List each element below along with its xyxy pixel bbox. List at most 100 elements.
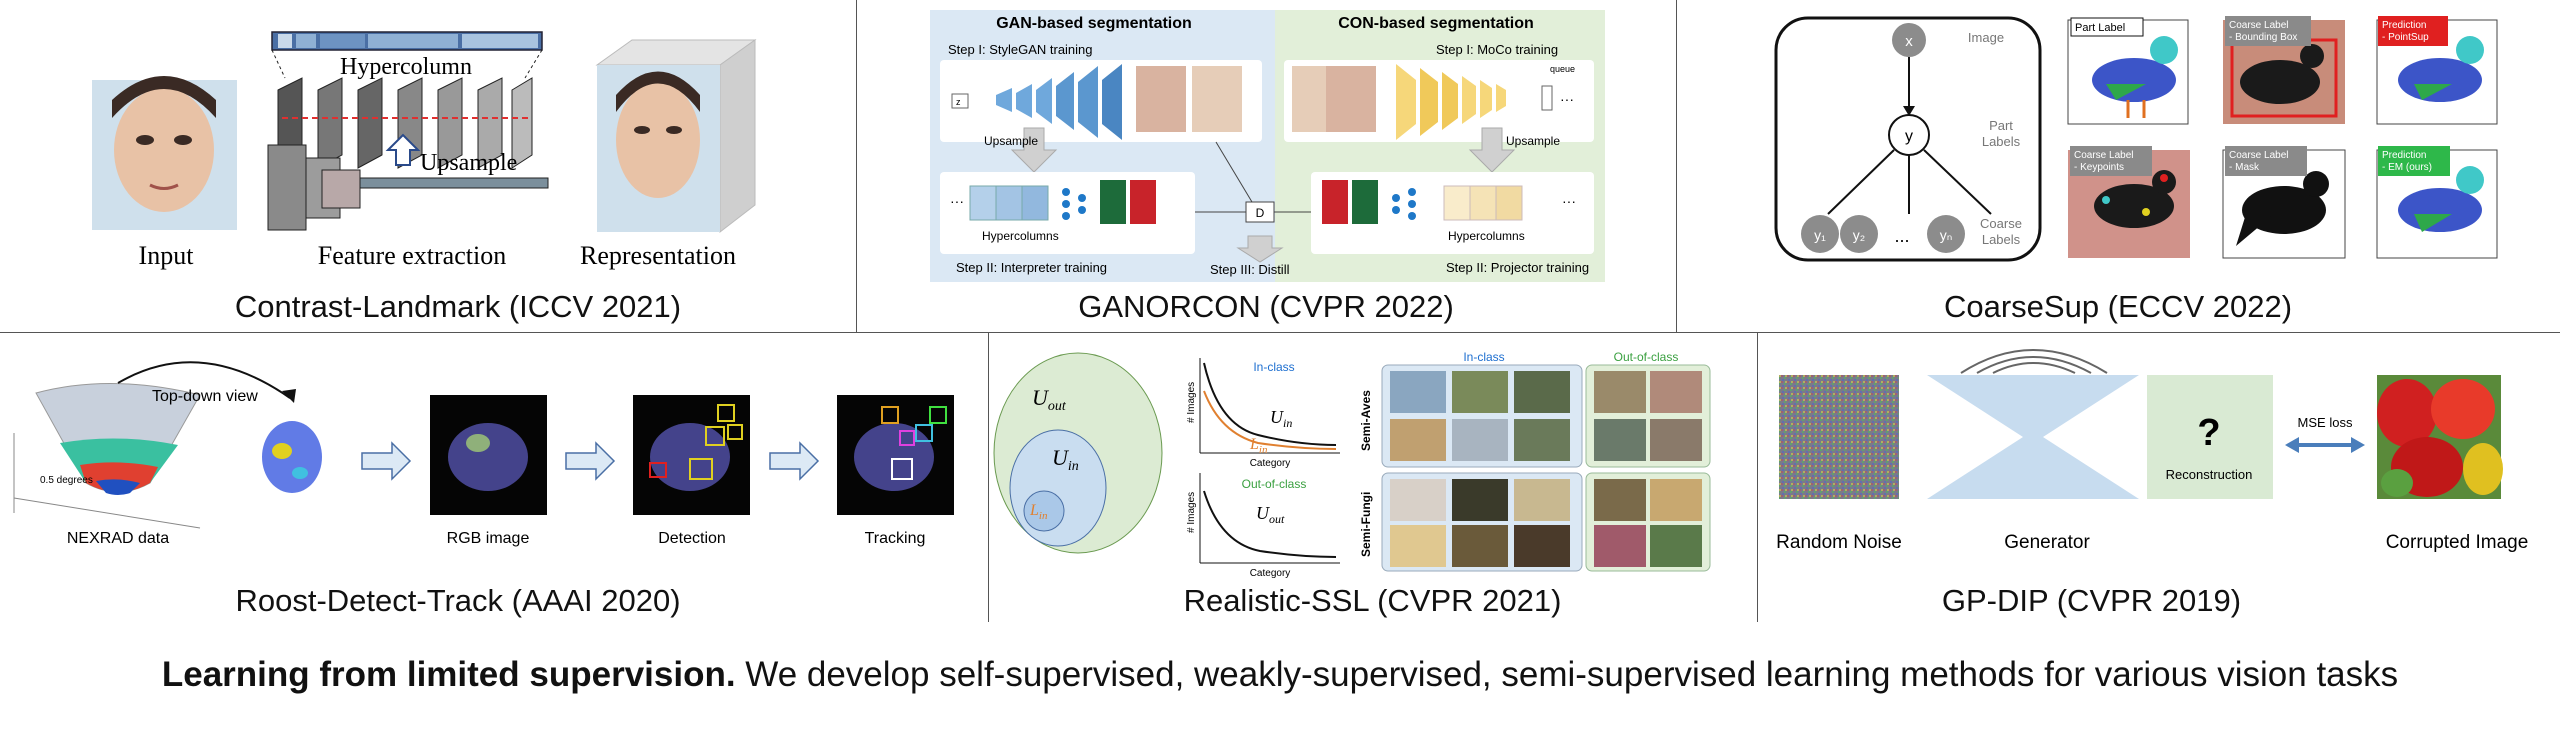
svg-text:Uout: Uout xyxy=(1256,503,1285,526)
z-node xyxy=(951,93,969,109)
svg-text:Hypercolumns: Hypercolumns xyxy=(982,229,1059,243)
svg-text:MSE loss: MSE loss xyxy=(2298,415,2353,430)
representation-cube xyxy=(595,39,757,234)
coarsesup-caption: CoarseSup (ECCV 2022) xyxy=(1943,289,2293,324)
part-labels-line1: Part xyxy=(1989,118,2013,133)
step1-gan-label: Step I: StyleGAN training xyxy=(948,42,1093,57)
svg-text:queue: queue xyxy=(1550,64,1575,74)
bird-pointsup xyxy=(2376,19,2498,125)
con-title: CON-based segmentation xyxy=(1338,15,1534,32)
generator-hourglass xyxy=(1927,375,2139,499)
svg-text:Detection: Detection xyxy=(658,530,726,547)
row-divider xyxy=(0,332,2560,333)
ganorcon-caption: GANORCON (CVPR 2022) xyxy=(1078,289,1454,324)
svg-text:Step III: Distill: Step III: Distill xyxy=(1210,262,1290,277)
top-down-radar xyxy=(246,417,334,505)
svg-text:···: ··· xyxy=(1562,193,1576,209)
upsample-label: Upsample xyxy=(420,150,517,176)
input-face-image xyxy=(92,76,237,230)
svg-text:Semi-Fungi: Semi-Fungi xyxy=(1359,492,1373,557)
col-divider-bottom-1 xyxy=(988,332,989,622)
random-noise-image xyxy=(1779,375,1899,499)
svg-text:Coarse Label- Mask: Coarse Label - Mask xyxy=(2229,150,2288,173)
svg-text:In-class: In-class xyxy=(1253,360,1294,374)
svg-text:y₂: y₂ xyxy=(1853,227,1865,243)
svg-text:0.5 degrees: 0.5 degrees xyxy=(40,475,93,486)
svg-text:Upsample: Upsample xyxy=(1506,134,1560,148)
coarsesup-figure: x y y₁ y₂ ... yₙ Image Part Labels Coarse… xyxy=(1774,16,2498,262)
projector-network-right xyxy=(1392,188,1416,220)
stylegan-blocks xyxy=(996,64,1122,140)
svg-text:y₁: y₁ xyxy=(1814,227,1826,243)
venn-diagram xyxy=(993,352,1163,554)
svg-text:Generator: Generator xyxy=(2004,532,2090,553)
gp-dip-figure: Random Noise Generator ? Reconstruction … xyxy=(1776,349,2528,553)
corrupted-image xyxy=(2377,375,2503,499)
svg-text:z: z xyxy=(956,97,961,107)
ganorcon-figure: GAN-based segmentation CON-based segment… xyxy=(930,10,1605,282)
node-y1 xyxy=(1801,215,1839,253)
svg-text:...: ... xyxy=(1894,226,1909,246)
col-divider-top-1 xyxy=(856,0,857,332)
svg-text:Category: Category xyxy=(1250,568,1291,578)
arrow-icon-2 xyxy=(565,441,616,481)
mse-double-arrow xyxy=(2285,437,2365,453)
svg-text:Step II: Projector training: Step II: Projector training xyxy=(1446,260,1589,275)
svg-text:Prediction- PointSup: Prediction - PointSup xyxy=(2382,20,2429,43)
svg-text:Out-of-class: Out-of-class xyxy=(1242,477,1307,491)
representation-label: Representation xyxy=(580,241,736,270)
svg-text:Prediction- EM (ours): Prediction - EM (ours) xyxy=(2382,150,2432,173)
svg-text:x: x xyxy=(1905,33,1913,50)
svg-text:Semi-Aves: Semi-Aves xyxy=(1359,390,1373,451)
svg-text:In-class: In-class xyxy=(1463,350,1504,364)
upsample-arrow-left xyxy=(1010,127,1058,173)
footer-bold: Learning from limited supervision. xyxy=(161,655,736,694)
svg-text:Step I: MoCo training: Step I: MoCo training xyxy=(1436,42,1558,57)
hypercolumn-label: Hypercolumn xyxy=(340,54,472,80)
svg-text:Coarse Label- Bounding Box: Coarse Label - Bounding Box xyxy=(2229,20,2297,43)
svg-text:Category: Category xyxy=(1250,458,1291,469)
generated-face-1 xyxy=(1136,66,1186,132)
footer-summary: Learning from limited supervision. We de… xyxy=(0,655,2560,695)
svg-text:Tracking: Tracking xyxy=(865,530,926,547)
reconstruction-box xyxy=(2147,375,2273,499)
svg-text:Random Noise: Random Noise xyxy=(1776,532,1902,553)
svg-text:Image: Image xyxy=(1968,30,2004,45)
svg-text:···: ··· xyxy=(1560,91,1574,107)
svg-text:Hypercolumns: Hypercolumns xyxy=(1448,229,1525,243)
contrast-landmark-caption: Contrast-Landmark (ICCV 2021) xyxy=(234,289,682,324)
semi-fungi-images xyxy=(1390,479,1702,567)
encoder-network xyxy=(267,144,549,231)
svg-text:Uin: Uin xyxy=(1270,407,1292,430)
panel-roost: 0.5 degrees Top-down view NEXRAD data RG… xyxy=(0,333,988,623)
contrast-landmark-figure: Hypercolumn Upsample Input Feature extra… xyxy=(92,31,757,270)
semi-aves-images xyxy=(1390,371,1702,461)
node-yn xyxy=(1927,215,1965,253)
col-divider-top-2 xyxy=(1676,0,1677,332)
svg-text:Coarse Label- Keypoints: Coarse Label - Keypoints xyxy=(2074,150,2133,173)
arrow-icon-3 xyxy=(769,441,820,481)
moco-blocks xyxy=(1396,64,1506,140)
svg-text:?: ? xyxy=(2197,412,2220,454)
panel-realistic-ssl: Uout Uin Lin In-class Uin Lin Category #… xyxy=(988,333,1757,623)
svg-text:Part Label: Part Label xyxy=(2075,22,2125,34)
interpreter-network-left xyxy=(1062,188,1086,220)
generated-face-2 xyxy=(1192,66,1242,132)
input-label: Input xyxy=(139,241,195,270)
svg-text:# Images: # Images xyxy=(1186,492,1197,533)
roost-figure: 0.5 degrees Top-down view NEXRAD data RG… xyxy=(13,361,954,547)
realistic-ssl-caption: Realistic-SSL (CVPR 2021) xyxy=(1183,583,1562,618)
svg-text:Top-down view: Top-down view xyxy=(152,388,258,405)
upsample-arrow-icon xyxy=(385,133,421,166)
svg-text:···: ··· xyxy=(950,193,964,209)
arrow-icon-1 xyxy=(361,441,412,481)
bird-part-label xyxy=(2067,19,2189,125)
roost-caption: Roost-Detect-Track (AAAI 2020) xyxy=(235,583,681,618)
col-divider-bottom-2 xyxy=(1757,332,1758,622)
feature-extraction-label: Feature extraction xyxy=(318,241,506,270)
hypercolumn-bar xyxy=(271,31,543,79)
svg-text:Reconstruction: Reconstruction xyxy=(2166,467,2253,482)
svg-text:# Images: # Images xyxy=(1186,382,1197,423)
svg-text:yₙ: yₙ xyxy=(1940,227,1953,243)
